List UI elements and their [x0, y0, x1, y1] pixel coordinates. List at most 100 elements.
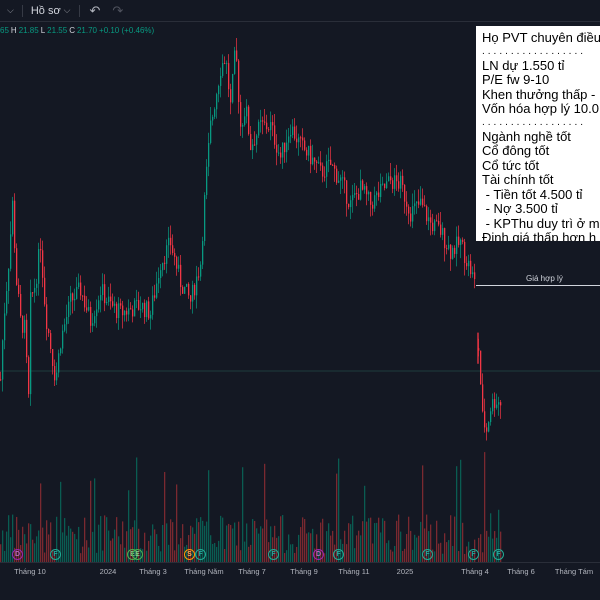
event-marker-split[interactable]: S — [184, 549, 195, 560]
candle-body — [50, 333, 52, 350]
candle-body — [276, 144, 278, 153]
candle-body — [252, 144, 254, 151]
volume-bar — [230, 524, 232, 562]
volume-bar — [350, 524, 352, 562]
candle-body — [122, 305, 124, 316]
volume-bar — [146, 550, 148, 562]
candle-body — [456, 236, 458, 254]
event-marker-financials[interactable]: F — [268, 549, 279, 560]
volume-bar — [414, 534, 416, 562]
ohlc-open-value: 65 — [0, 26, 9, 35]
volume-bar — [192, 527, 194, 562]
toolbar-divider — [21, 4, 23, 17]
candle-body — [260, 120, 262, 122]
volume-bar — [364, 485, 366, 562]
candle-body — [270, 122, 272, 131]
volume-bar — [0, 544, 2, 562]
candle-body — [106, 301, 108, 304]
candle-body — [188, 283, 190, 296]
candle-body — [360, 180, 362, 200]
event-marker-dividend[interactable]: D — [313, 549, 324, 560]
candle-body — [298, 137, 300, 143]
toolbar-divider — [78, 4, 80, 17]
note-line: Cổ đông tốt — [482, 143, 550, 158]
candle-body — [10, 234, 12, 269]
volume-bar — [188, 535, 190, 562]
event-marker-financials[interactable]: F — [333, 549, 344, 560]
volume-bar — [114, 529, 116, 562]
candle-body — [40, 249, 42, 251]
fair-value-line[interactable] — [476, 285, 600, 286]
volume-bar — [354, 548, 356, 562]
chevron-down-icon: ⌵ — [7, 5, 14, 15]
volume-bar — [482, 552, 484, 562]
candle-body — [464, 241, 466, 264]
candle-body — [20, 293, 22, 316]
candle-body — [44, 277, 46, 305]
candle-body — [368, 191, 370, 195]
candle-body — [162, 262, 164, 271]
annotation-note[interactable]: Họ PVT chuyên điều .................. LN… — [476, 26, 600, 241]
candle-body — [296, 138, 298, 143]
volume-bar — [216, 546, 218, 562]
ohlc-low-label: L — [40, 26, 46, 35]
candle-body — [454, 247, 456, 254]
volume-bar — [182, 524, 184, 562]
time-axis[interactable]: Tháng 10 2024 Tháng 3 Tháng Năm Tháng 7 … — [0, 562, 600, 600]
volume-bar — [226, 525, 228, 562]
event-marker-financials[interactable]: F — [422, 549, 433, 560]
event-marker-earnings[interactable]: E — [132, 549, 143, 560]
candle-body — [318, 162, 320, 164]
event-marker-financials[interactable]: F — [195, 549, 206, 560]
candle-body — [496, 404, 498, 408]
volume-bar — [336, 473, 338, 562]
event-marker-dividend[interactable]: D — [12, 549, 23, 560]
candle-body — [256, 135, 258, 145]
volume-bar — [372, 543, 374, 562]
candle-body — [458, 236, 460, 245]
candle-body — [388, 176, 390, 182]
note-line: P/E fw 9-10 — [482, 72, 550, 87]
volume-bar — [290, 544, 292, 562]
candle-body — [184, 286, 186, 294]
candle-body — [30, 292, 32, 395]
volume-bar — [206, 521, 208, 562]
volume-bar — [38, 530, 40, 562]
candle-body — [346, 180, 348, 204]
volume-bar — [180, 538, 182, 562]
undo-icon[interactable]: ↶ — [89, 2, 101, 18]
event-marker-financials[interactable]: F — [468, 549, 479, 560]
profile-dropdown[interactable]: Hồ sơ ⌵ — [27, 0, 75, 22]
volume-bar — [222, 517, 224, 562]
volume-bar — [286, 550, 288, 562]
volume-bar — [494, 531, 496, 562]
candle-body — [408, 206, 410, 214]
event-marker-financials[interactable]: F — [50, 549, 61, 560]
candle-body — [54, 366, 56, 381]
candle-body — [348, 203, 350, 208]
volume-bar — [174, 550, 176, 562]
volume-bar — [90, 480, 92, 562]
volume-bar — [156, 534, 158, 562]
candle-body — [490, 411, 492, 423]
volume-bar — [240, 550, 242, 562]
candle-body — [354, 193, 356, 195]
candle-body — [8, 268, 10, 292]
volume-bar — [62, 532, 64, 562]
event-marker-financials[interactable]: F — [493, 549, 504, 560]
volume-bar — [250, 544, 252, 562]
volume-bar — [28, 523, 30, 562]
volume-bar — [108, 530, 110, 562]
candle-body — [186, 283, 188, 287]
volume-bar — [376, 522, 378, 562]
price-chart[interactable] — [0, 22, 600, 562]
settings-dropdown[interactable]: ⌵ — [0, 0, 18, 22]
volume-bar — [500, 531, 502, 562]
candle-body — [492, 399, 494, 412]
candle-body — [62, 330, 64, 349]
candle-body — [396, 175, 398, 182]
volume-bar — [256, 528, 258, 562]
candle-body — [390, 176, 392, 181]
redo-icon[interactable]: ↷ — [112, 2, 124, 18]
volume-bar — [480, 534, 482, 562]
